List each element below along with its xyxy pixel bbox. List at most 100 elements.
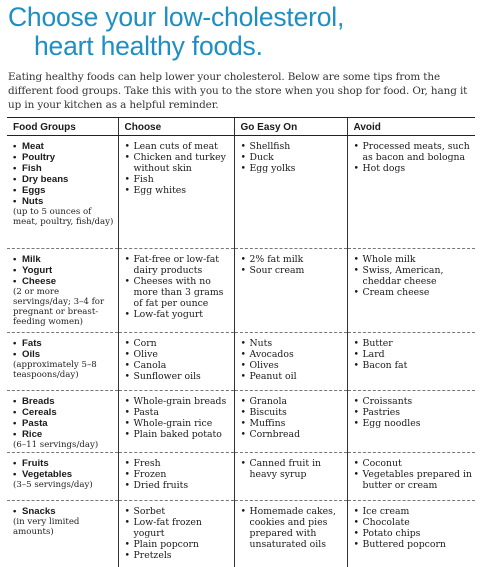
cell-choose: Whole-grain breadsPastaWhole-grain riceP…: [117, 390, 234, 453]
table-row: Snacks(in very limited amounts)SorbetLow…: [7, 500, 475, 567]
food-group-item: Yogurt: [13, 265, 115, 276]
avoid-item: Vegetables prepared in butter or cream: [354, 469, 473, 491]
cell-choose: CornOliveCanolaSunflower oils: [117, 332, 234, 391]
avoid-item-list: Processed meats, such as bacon and bolog…: [354, 141, 473, 174]
food-group-item: Dry beans: [13, 174, 115, 185]
avoid-item: Cream cheese: [354, 287, 473, 298]
food-group-item-list: MeatPoultryFishDry beansEggsNuts: [13, 141, 115, 207]
avoid-item: Egg noodles: [354, 418, 473, 429]
choose-item: Plain baked potato: [125, 429, 231, 440]
go-easy-item: Nuts: [241, 338, 344, 349]
header-choose: Choose: [117, 117, 234, 136]
avoid-item: Buttered popcorn: [354, 539, 473, 550]
choose-item-list: CornOliveCanolaSunflower oils: [125, 338, 231, 382]
go-easy-item-list: Homemade cakes, cookies and pies prepare…: [241, 506, 344, 550]
go-easy-item: Sour cream: [241, 265, 344, 276]
go-easy-item-list: ShellfishDuckEgg yolks: [241, 141, 344, 174]
table-header-row: Food Groups Choose Go Easy On Avoid: [7, 117, 475, 136]
serving-note: (up to 5 ounces of meat, poultry, fish/d…: [13, 207, 114, 227]
choose-item: Pretzels: [125, 550, 231, 561]
cell-food-group: MilkYogurtCheese(2 or more servings/day;…: [7, 248, 118, 333]
avoid-item-list: Ice creamChocolatePotato chipsButtered p…: [354, 506, 473, 550]
go-easy-item: Canned fruit in heavy syrup: [241, 458, 344, 480]
serving-note: (3–5 servings/day): [13, 480, 93, 490]
choose-item: Lean cuts of meat: [125, 141, 231, 152]
go-easy-item-list: NutsAvocadosOlivesPeanut oil: [241, 338, 344, 382]
food-group-item: Poultry: [13, 152, 115, 163]
food-group-item: Fish: [13, 163, 115, 174]
cell-food-group: MeatPoultryFishDry beansEggsNuts(up to 5…: [7, 135, 118, 249]
avoid-item: Potato chips: [354, 528, 473, 539]
food-guide-table: Food Groups Choose Go Easy On Avoid Meat…: [7, 117, 475, 567]
cell-choose: Lean cuts of meatChicken and turkey with…: [117, 135, 234, 249]
go-easy-item: Cornbread: [241, 429, 344, 440]
cell-avoid: Whole milkSwiss, American, cheddar chees…: [346, 248, 475, 333]
choose-item: Canola: [125, 360, 231, 371]
table-row: FruitsVegetables(3–5 servings/day)FreshF…: [7, 452, 475, 501]
choose-item: Egg whites: [125, 185, 231, 196]
go-easy-item: Homemade cakes, cookies and pies prepare…: [241, 506, 344, 550]
table-row: BreadsCerealsPastaRice(6–11 servings/day…: [7, 390, 475, 453]
choose-item: Low-fat yogurt: [125, 309, 231, 320]
choose-item-list: SorbetLow-fat frozen yogurtPlain popcorn…: [125, 506, 231, 561]
go-easy-item: Olives: [241, 360, 344, 371]
avoid-item: Whole milk: [354, 254, 473, 265]
avoid-item: Bacon fat: [354, 360, 473, 371]
go-easy-item: Egg yolks: [241, 163, 344, 174]
cell-go-easy-on: Homemade cakes, cookies and pies prepare…: [233, 500, 347, 567]
choose-item: Sorbet: [125, 506, 231, 517]
food-group-item: Cereals: [13, 407, 115, 418]
title-line-1: Choose your low-cholesterol,: [8, 2, 345, 32]
serving-note: (in very limited amounts): [13, 517, 80, 537]
table-row: MilkYogurtCheese(2 or more servings/day;…: [7, 248, 475, 333]
serving-note: (approximately 5–8 teaspoons/day): [13, 360, 97, 380]
cell-avoid: Processed meats, such as bacon and bolog…: [346, 135, 475, 249]
go-easy-item-list: GranolaBiscuitsMuffinsCornbread: [241, 396, 344, 440]
cell-avoid: CroissantsPastriesEgg noodles: [346, 390, 475, 453]
go-easy-item-list: 2% fat milkSour cream: [241, 254, 344, 276]
table-row: FatsOils(approximately 5–8 teaspoons/day…: [7, 332, 475, 391]
avoid-item: Butter: [354, 338, 473, 349]
cell-avoid: ButterLardBacon fat: [346, 332, 475, 391]
cell-food-group: FatsOils(approximately 5–8 teaspoons/day…: [7, 332, 118, 391]
food-group-item: Fruits: [13, 458, 115, 469]
choose-item: Frozen: [125, 469, 231, 480]
food-group-item-list: Snacks: [13, 506, 115, 517]
go-easy-item: Granola: [241, 396, 344, 407]
cell-food-group: FruitsVegetables(3–5 servings/day): [7, 452, 118, 501]
avoid-item: Ice cream: [354, 506, 473, 517]
cell-choose: Fat-free or low-fat dairy productsCheese…: [117, 248, 234, 333]
choose-item: Olive: [125, 349, 231, 360]
food-group-item-list: BreadsCerealsPastaRice: [13, 396, 115, 440]
serving-note: (2 or more servings/day; 3–4 for pregnan…: [13, 287, 105, 327]
cell-go-easy-on: GranolaBiscuitsMuffinsCornbread: [233, 390, 347, 453]
cell-food-group: Snacks(in very limited amounts): [7, 501, 118, 567]
choose-item-list: Fat-free or low-fat dairy productsCheese…: [125, 254, 231, 320]
food-group-item: Cheese: [13, 276, 115, 287]
food-group-item: Oils: [13, 349, 115, 360]
avoid-item: Pastries: [354, 407, 473, 418]
food-group-item-list: MilkYogurtCheese: [13, 254, 115, 287]
title-line-2: heart healthy foods.: [34, 31, 263, 61]
cell-choose: SorbetLow-fat frozen yogurtPlain popcorn…: [117, 500, 234, 567]
go-easy-item: Avocados: [241, 349, 344, 360]
food-group-item: Pasta: [13, 418, 115, 429]
avoid-item: Coconut: [354, 458, 473, 469]
choose-item: Whole-grain breads: [125, 396, 231, 407]
food-group-item-list: FruitsVegetables: [13, 458, 115, 480]
avoid-item: Processed meats, such as bacon and bolog…: [354, 141, 473, 163]
food-group-item: Fats: [13, 338, 115, 349]
food-group-item: Milk: [13, 254, 115, 265]
go-easy-item: Muffins: [241, 418, 344, 429]
choose-item: Pasta: [125, 407, 231, 418]
cell-choose: FreshFrozenDried fruits: [117, 452, 234, 501]
choose-item: Cheeses with no more than 3 grams of fat…: [125, 276, 231, 309]
choose-item: Whole-grain rice: [125, 418, 231, 429]
food-group-item-list: FatsOils: [13, 338, 115, 360]
choose-item: Chicken and turkey without skin: [125, 152, 231, 174]
food-group-item: Rice: [13, 429, 115, 440]
food-group-item: Snacks: [13, 506, 115, 517]
avoid-item-list: Whole milkSwiss, American, cheddar chees…: [354, 254, 473, 298]
avoid-item-list: ButterLardBacon fat: [354, 338, 473, 371]
